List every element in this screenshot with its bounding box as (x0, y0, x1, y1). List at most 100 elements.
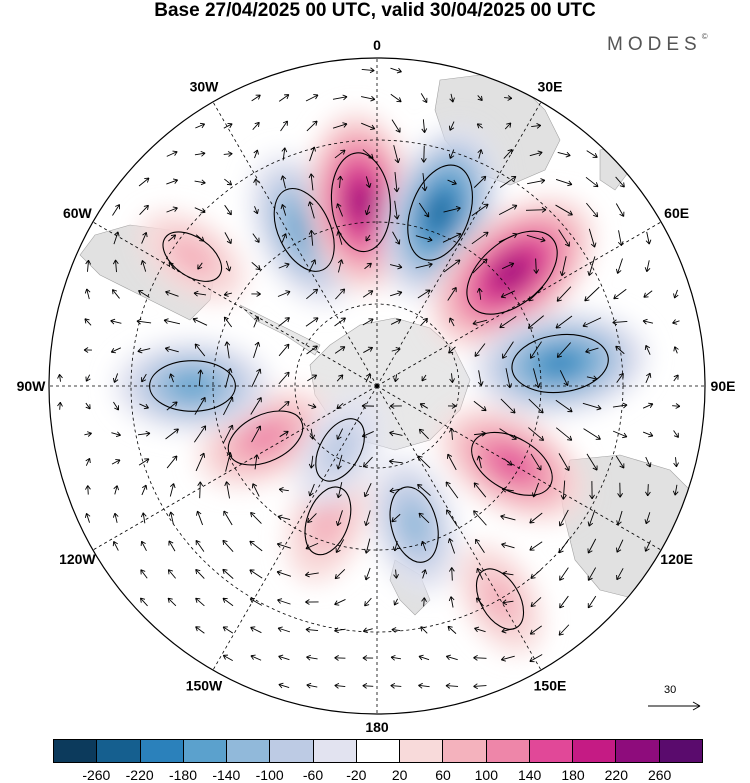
wind-arrow-icon (361, 67, 375, 74)
wind-arrow-icon (448, 427, 455, 440)
wind-arrow-icon (308, 173, 315, 191)
wind-arrow-icon (582, 317, 602, 328)
wind-arrow-icon (364, 510, 371, 527)
wind-arrow-icon (474, 626, 486, 633)
wind-arrow-icon (253, 206, 259, 215)
wind-arrow-icon (278, 317, 290, 327)
wind-arrow-icon (644, 512, 651, 525)
colorbar-tick-label: -180 (168, 767, 198, 783)
wind-arrow-icon (555, 399, 573, 413)
wind-arrow-icon (673, 289, 679, 299)
wind-arrow-icon (138, 290, 150, 298)
wind-arrow-icon (615, 176, 625, 188)
wind-arrow-icon (420, 317, 428, 327)
wind-arrow-icon (587, 509, 596, 527)
wind-arrow-icon (473, 683, 487, 690)
wind-arrow-icon (165, 428, 179, 440)
wind-arrow-icon (393, 200, 400, 220)
wind-arrow-icon (558, 453, 570, 472)
wind-arrow-icon (335, 510, 343, 527)
wind-arrow-icon (501, 542, 515, 549)
wind-arrow-icon (167, 597, 177, 607)
colorbar-cell (443, 740, 487, 762)
wind-arrow-icon (197, 481, 204, 499)
wind-arrow-icon (336, 402, 344, 410)
wind-arrow-icon (141, 232, 148, 244)
latitude-circle (294, 303, 460, 469)
colorbar-tick-label: 20 (391, 767, 408, 783)
wind-arrow-icon (533, 258, 540, 274)
wind-arrow-icon (223, 123, 233, 129)
wind-arrow-icon (644, 540, 651, 552)
wind-arrow-icon (448, 596, 455, 608)
wind-arrow-icon (140, 540, 147, 551)
wind-arrow-icon (194, 397, 206, 415)
wind-arrow-icon (475, 597, 484, 607)
wind-arrow-icon (84, 288, 91, 300)
wind-arrow-icon (474, 343, 486, 357)
longitude-label: 150W (186, 678, 223, 694)
wind-arrow-icon (443, 206, 461, 213)
wind-arrow-icon (555, 204, 573, 216)
wind-arrow-icon (364, 597, 372, 607)
wind-arrow-icon (445, 654, 458, 661)
colorbar-tick-label: -140 (212, 767, 241, 783)
wind-arrow-icon (476, 455, 483, 469)
wind-arrow-icon (195, 626, 205, 634)
brand-logo: MODES© (607, 32, 708, 56)
wind-arrow-icon (365, 373, 372, 383)
wind-arrow-icon (84, 318, 92, 326)
wind-arrow-icon (617, 230, 624, 247)
wind-arrow-icon (305, 626, 319, 633)
wind-arrow-icon (364, 204, 371, 216)
wind-arrow-icon (362, 149, 374, 159)
wind-arrow-icon (473, 400, 487, 412)
wind-arrow-icon (392, 231, 401, 245)
wind-arrow-icon (391, 347, 401, 353)
wind-arrow-icon (336, 454, 343, 470)
wind-arrow-icon (277, 598, 291, 605)
wind-arrow-icon (415, 235, 433, 243)
wind-arrow-icon (587, 538, 597, 554)
wind-arrow-icon (308, 259, 317, 273)
wind-arrow-icon (389, 458, 403, 465)
wind-arrow-icon (420, 93, 428, 104)
anomaly-contour (407, 164, 473, 261)
wind-arrow-icon (111, 431, 121, 438)
wind-arrow-icon (558, 229, 570, 247)
longitude-label: 90E (711, 378, 736, 394)
wind-arrow-icon (583, 428, 601, 440)
wind-arrow-icon (471, 203, 489, 217)
wind-arrow-icon (278, 262, 290, 269)
wind-arrow-icon (447, 453, 457, 471)
wind-arrow-icon (449, 373, 455, 383)
wind-arrow-icon (112, 259, 119, 273)
longitude-labels: 0 30E 60E 90E 120E 150E 180 150W 120W 90W 60W 30W (17, 37, 736, 735)
wind-arrow-icon (391, 119, 401, 133)
reference-arrowhead-icon (692, 701, 701, 711)
wind-arrow-icon (559, 567, 569, 581)
colorbar-tick-label: 100 (474, 767, 499, 783)
wind-arrow-icon (417, 455, 431, 469)
wind-arrow-icon (586, 150, 598, 158)
wind-arrow-icon (505, 368, 513, 389)
wind-arrow-icon (276, 542, 291, 549)
wind-arrow-icon (418, 202, 430, 218)
wind-arrow-icon (250, 397, 262, 415)
anomaly-contour (315, 418, 365, 482)
wind-arrow-icon (500, 655, 515, 662)
wind-arrow-icon (224, 232, 232, 244)
wind-arrow-icon (140, 260, 147, 272)
colorbar-tick-label: 140 (517, 767, 542, 783)
colorbar-cell (659, 740, 702, 762)
meridian-line (212, 101, 378, 387)
wind-arrow-icon (389, 290, 403, 297)
wind-arrow-icon (223, 396, 234, 416)
wind-arrow-icon (195, 539, 205, 552)
wind-arrow-icon (84, 512, 91, 523)
wind-arrow-icon (305, 599, 319, 605)
wind-arrow-icon (362, 290, 374, 298)
wind-arrow-icon (447, 403, 457, 409)
wind-arrow-icon (362, 318, 374, 326)
longitude-label: 150E (534, 678, 567, 694)
